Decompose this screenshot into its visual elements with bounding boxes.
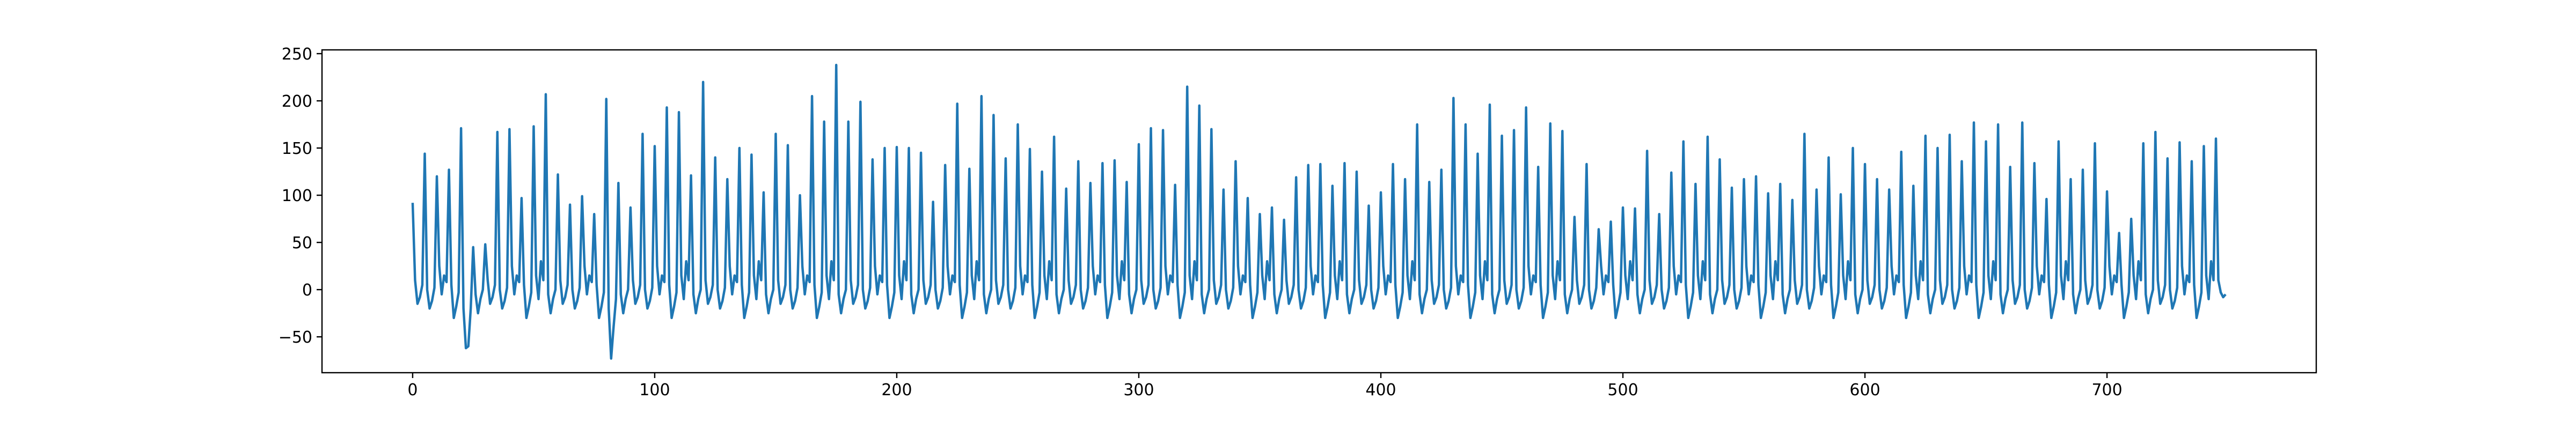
- x-tick-label: 0: [407, 381, 418, 400]
- y-tick-label: 0: [302, 281, 312, 300]
- x-tick-label: 500: [1607, 381, 1638, 400]
- x-tick-label: 300: [1123, 381, 1154, 400]
- x-tick-label: 400: [1365, 381, 1396, 400]
- y-tick-label: 100: [282, 187, 312, 205]
- axes-frame: [321, 49, 2317, 374]
- y-tick-label: 50: [292, 234, 312, 253]
- x-tick-label: 700: [2091, 381, 2122, 400]
- x-tick-label: 100: [639, 381, 670, 400]
- y-tick-label: −50: [279, 328, 312, 347]
- x-tick-label: 600: [1849, 381, 1880, 400]
- y-tick-label: 200: [282, 92, 312, 111]
- data-line: [411, 63, 2227, 360]
- y-tick-label: 150: [282, 139, 312, 158]
- x-tick-label: 200: [881, 381, 912, 400]
- y-tick-label: 250: [282, 45, 312, 64]
